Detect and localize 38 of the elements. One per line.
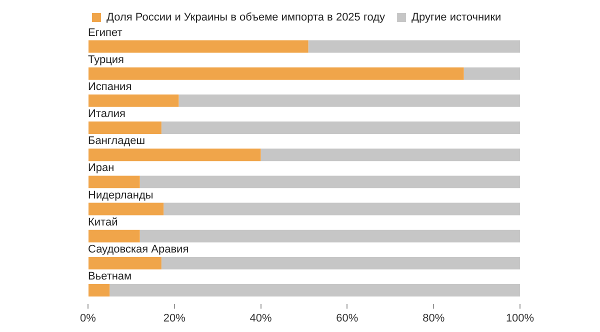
bar <box>140 176 520 188</box>
bar <box>308 40 520 53</box>
y-tick-label: Бангладеш <box>88 135 146 148</box>
bar <box>88 230 140 242</box>
bar <box>88 67 464 80</box>
bar <box>464 67 520 80</box>
x-tick-label: 100% <box>506 312 534 324</box>
y-tick-label: Саудовская Аравия <box>88 243 189 256</box>
x-tick-label: 0% <box>80 312 96 324</box>
y-tick-label: Италия <box>88 108 126 120</box>
x-tick-label: 40% <box>250 312 272 324</box>
bar <box>88 122 162 134</box>
bar <box>140 230 520 242</box>
bar <box>161 256 520 270</box>
bar <box>88 202 164 216</box>
legend-label: Доля России и Украины в объеме импорта в 2025 году <box>106 12 386 24</box>
bar <box>161 122 520 134</box>
y-tick-label: Иран <box>88 162 114 174</box>
bar <box>88 176 140 188</box>
x-tick-label: 80% <box>422 312 445 324</box>
y-tick-label: Китай <box>88 216 118 228</box>
x-tick-label: 60% <box>336 312 358 324</box>
bar <box>178 94 520 107</box>
y-tick-label: Вьетнам <box>88 270 132 283</box>
bar <box>88 284 110 296</box>
x-tick-label: 20% <box>163 312 186 324</box>
y-tick-label: Египет <box>88 26 122 39</box>
bar <box>88 94 179 107</box>
y-tick-label: Нидерланды <box>88 189 154 202</box>
bar <box>88 148 261 162</box>
bar <box>88 256 162 270</box>
legend-label: Другие источники <box>412 12 502 24</box>
y-tick-label: Испания <box>88 81 132 94</box>
bar <box>260 148 520 162</box>
bar <box>88 40 308 53</box>
bar <box>110 284 520 296</box>
y-tick-label: Турция <box>88 54 124 66</box>
bar <box>164 202 520 216</box>
